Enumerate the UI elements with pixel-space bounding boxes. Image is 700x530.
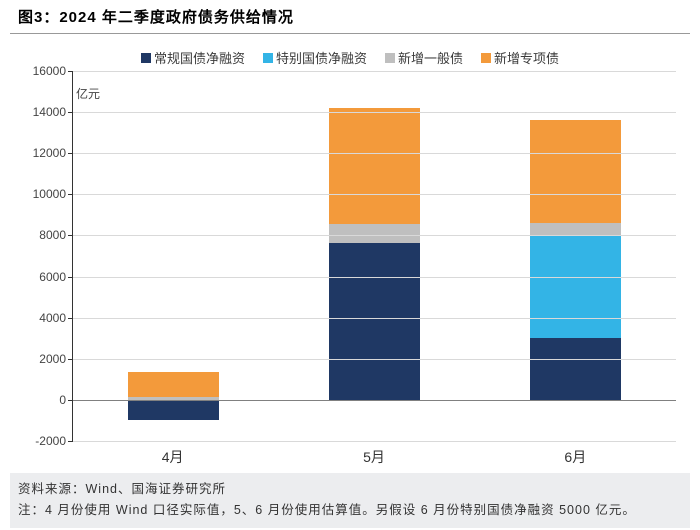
- bar-segment: [128, 372, 218, 397]
- y-tick-label: 14000: [33, 105, 66, 119]
- figure-title-bar: 图3：2024 年二季度政府债务供给情况: [10, 0, 690, 34]
- legend-label: 常规国债净融资: [154, 48, 245, 67]
- gridline: [73, 194, 676, 195]
- y-tick-label: 2000: [39, 352, 66, 366]
- source-note: 注：4 月份使用 Wind 口径实际值，5、6 月份使用估算值。另假设 6 月份…: [18, 500, 682, 521]
- legend-label: 新增一般债: [398, 48, 463, 67]
- gridline: [73, 112, 676, 113]
- bar-segment: [530, 120, 620, 223]
- source-block: 资料来源：Wind、国海证券研究所 注：4 月份使用 Wind 口径实际值，5、…: [10, 473, 690, 528]
- y-tick-mark: [68, 235, 73, 236]
- bars-layer: [73, 71, 676, 441]
- legend: 常规国债净融资 特别国债净融资 新增一般债 新增专项债: [18, 42, 682, 71]
- y-tick-label: 16000: [33, 64, 66, 78]
- y-tick-mark: [68, 400, 73, 401]
- y-axis: -200002000400060008000100001200014000160…: [18, 71, 70, 441]
- plot: [72, 71, 676, 441]
- y-tick-label: 0: [59, 393, 66, 407]
- bar-segment: [329, 243, 419, 400]
- x-tick-label: 4月: [162, 447, 184, 467]
- y-tick-mark: [68, 194, 73, 195]
- x-axis-labels: 4月 5月 6月: [72, 441, 676, 469]
- x-tick-label: 5月: [363, 447, 385, 467]
- legend-item: 新增一般债: [385, 48, 463, 67]
- bar-segment: [530, 235, 620, 338]
- bar-segment: [530, 338, 620, 400]
- y-tick-label: 12000: [33, 146, 66, 160]
- legend-swatch: [141, 53, 151, 63]
- bar-segment: [128, 400, 218, 421]
- gridline: [73, 277, 676, 278]
- y-tick-label: 4000: [39, 311, 66, 325]
- gridline: [73, 400, 676, 401]
- bar-group: [329, 71, 419, 441]
- legend-swatch: [481, 53, 491, 63]
- legend-item: 常规国债净融资: [141, 48, 245, 67]
- bar-segment: [329, 224, 419, 243]
- y-unit-label: 亿元: [76, 85, 100, 102]
- y-tick-mark: [68, 153, 73, 154]
- gridline: [73, 235, 676, 236]
- bar-segment: [329, 108, 419, 224]
- y-tick-mark: [68, 277, 73, 278]
- y-tick-label: 10000: [33, 187, 66, 201]
- y-tick-mark: [68, 318, 73, 319]
- legend-swatch: [263, 53, 273, 63]
- y-tick-label: 8000: [39, 228, 66, 242]
- gridline: [73, 153, 676, 154]
- figure-container: 图3：2024 年二季度政府债务供给情况 常规国债净融资 特别国债净融资 新增一般债…: [0, 0, 700, 530]
- y-tick-mark: [68, 71, 73, 72]
- gridline: [73, 359, 676, 360]
- y-tick-mark: [68, 112, 73, 113]
- y-tick-mark: [68, 359, 73, 360]
- chart-area: 常规国债净融资特别国债净融资新增一般债新增专项债 -20000200040006…: [18, 42, 682, 469]
- bar-segment: [530, 223, 620, 235]
- bar-group: [530, 71, 620, 441]
- legend-swatch: [385, 53, 395, 63]
- bar-group: [128, 71, 218, 441]
- plot-wrap: -200002000400060008000100001200014000160…: [72, 71, 676, 441]
- y-tick-label: 6000: [39, 270, 66, 284]
- figure-title: 图3：2024 年二季度政府债务供给情况: [18, 9, 294, 26]
- legend-item: 特别国债净融资: [263, 48, 367, 67]
- gridline: [73, 71, 676, 72]
- x-tick-label: 6月: [564, 447, 586, 467]
- y-tick-label: -2000: [35, 434, 66, 448]
- source-line: 资料来源：Wind、国海证券研究所: [18, 479, 682, 500]
- legend-label: 新增专项债: [494, 48, 559, 67]
- legend-label: 特别国债净融资: [276, 48, 367, 67]
- gridline: [73, 318, 676, 319]
- legend-item: 新增专项债: [481, 48, 559, 67]
